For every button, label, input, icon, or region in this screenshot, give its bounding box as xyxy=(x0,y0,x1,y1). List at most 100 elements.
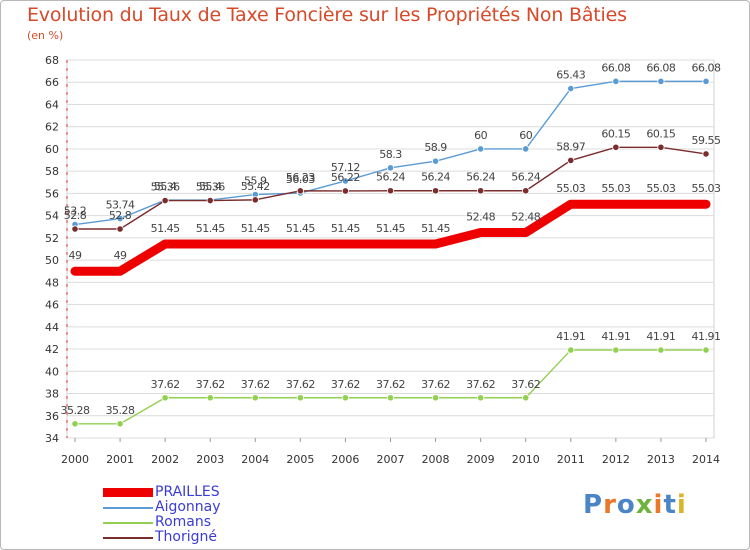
data-point xyxy=(657,77,665,85)
x-tick-label: 2006 xyxy=(331,453,359,466)
data-label: 55.9 xyxy=(244,175,267,188)
data-point xyxy=(116,420,124,428)
y-tick-label: 44 xyxy=(45,321,59,334)
data-point xyxy=(206,196,214,205)
data-point xyxy=(431,157,440,165)
data-point xyxy=(477,394,485,402)
data-label: 66.08 xyxy=(692,61,721,74)
data-point xyxy=(297,240,304,247)
x-tick-label: 2004 xyxy=(241,453,269,466)
data-point xyxy=(386,164,395,172)
data-point xyxy=(386,187,395,195)
data-label: 55.4 xyxy=(199,180,222,193)
x-tick-label: 2011 xyxy=(557,453,585,466)
data-label: 65.43 xyxy=(556,69,585,82)
data-point xyxy=(341,187,350,195)
data-point xyxy=(161,196,169,205)
data-label: 52.8 xyxy=(109,209,132,222)
data-point xyxy=(522,394,530,402)
data-label: 52.48 xyxy=(511,211,540,224)
legend-swatch xyxy=(103,522,153,524)
y-tick-label: 46 xyxy=(45,299,59,312)
data-label: 59.55 xyxy=(692,134,721,147)
data-point xyxy=(342,240,349,247)
data-point xyxy=(522,145,530,153)
chart-legend: PRAILLES Aigonnay Romans Thorigné xyxy=(103,484,303,545)
data-label: 55.36 xyxy=(196,181,225,194)
legend-swatch xyxy=(103,537,153,539)
data-point xyxy=(162,240,169,247)
data-point xyxy=(431,187,440,195)
y-tick-label: 40 xyxy=(45,365,59,378)
y-tick-label: 64 xyxy=(45,98,59,111)
legend-swatch xyxy=(103,488,153,497)
data-label: 60 xyxy=(474,129,487,142)
data-point xyxy=(477,187,485,195)
x-tick-label: 2013 xyxy=(647,453,675,466)
logo-letter: o xyxy=(616,490,636,520)
data-point xyxy=(702,150,710,158)
data-point xyxy=(251,394,259,402)
data-label: 55.4 xyxy=(154,180,177,193)
y-tick-label: 66 xyxy=(45,76,59,89)
proxiti-logo: Proxiti xyxy=(583,490,687,520)
data-label: 60.15 xyxy=(601,127,630,140)
data-label: 66.08 xyxy=(601,61,630,74)
x-tick-label: 2008 xyxy=(422,453,450,466)
data-label: 56.22 xyxy=(331,171,360,184)
data-label: 41.91 xyxy=(692,330,721,343)
data-point xyxy=(71,225,79,233)
data-label: 56.03 xyxy=(286,173,315,186)
y-tick-label: 58 xyxy=(45,165,59,178)
y-tick-label: 52 xyxy=(45,232,59,245)
data-point xyxy=(567,156,575,164)
x-tick-label: 2001 xyxy=(106,453,134,466)
x-tick-label: 2002 xyxy=(151,453,179,466)
data-label: 51.45 xyxy=(241,222,270,235)
data-label: 58.97 xyxy=(556,140,585,153)
x-tick-label: 2009 xyxy=(467,453,495,466)
y-tick-label: 38 xyxy=(45,388,59,401)
y-tick-label: 60 xyxy=(45,143,59,156)
y-tick-label: 36 xyxy=(45,410,59,423)
legend-item: Thorigné xyxy=(103,529,303,545)
data-point xyxy=(252,240,259,247)
data-point xyxy=(567,84,575,93)
data-label: 49 xyxy=(69,249,82,262)
data-point xyxy=(612,201,619,208)
data-label: 51.45 xyxy=(421,222,450,235)
x-tick-label: 2010 xyxy=(512,453,540,466)
data-label: 58.9 xyxy=(424,141,447,154)
data-label: 37.62 xyxy=(376,378,405,391)
data-label: 55.03 xyxy=(556,182,585,195)
data-label: 66.08 xyxy=(646,61,675,74)
x-tick-label: 2014 xyxy=(692,453,720,466)
data-point xyxy=(657,201,664,208)
data-point xyxy=(431,394,440,402)
data-label: 51.45 xyxy=(331,222,360,235)
data-point xyxy=(702,346,710,354)
data-label: 51.45 xyxy=(151,222,180,235)
legend-swatch xyxy=(103,507,153,509)
data-point xyxy=(387,240,394,247)
data-label: 55.42 xyxy=(241,180,270,193)
x-tick-label: 2003 xyxy=(196,453,224,466)
data-label: 37.62 xyxy=(511,378,540,391)
data-point xyxy=(612,77,620,85)
y-tick-label: 34 xyxy=(45,432,59,445)
data-label: 37.62 xyxy=(331,378,360,391)
data-point xyxy=(386,394,395,402)
data-label: 35.28 xyxy=(61,404,90,417)
logo-letter: P xyxy=(583,490,604,520)
data-label: 58.3 xyxy=(379,148,402,161)
legend-item: Aigonnay xyxy=(103,499,303,515)
data-label: 37.62 xyxy=(196,378,225,391)
legend-item: PRAILLES xyxy=(103,484,303,500)
y-tick-label: 42 xyxy=(45,343,59,356)
x-tick-label: 2007 xyxy=(377,453,405,466)
data-label: 37.62 xyxy=(151,378,180,391)
data-point xyxy=(296,187,304,195)
data-label: 35.28 xyxy=(106,404,135,417)
legend-item: Romans xyxy=(103,514,303,530)
